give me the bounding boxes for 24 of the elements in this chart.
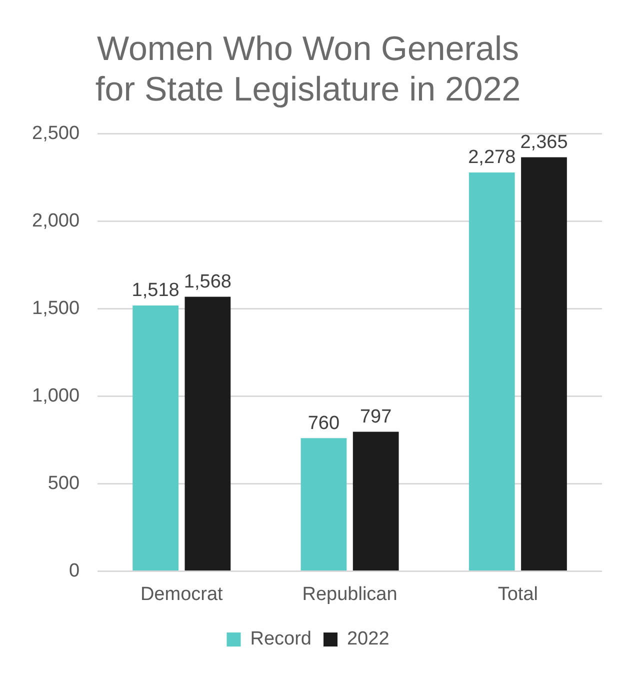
y-tick-label: 0 — [68, 560, 80, 582]
y-tick-label: 2,500 — [32, 122, 80, 144]
bar — [352, 432, 399, 570]
bar — [521, 157, 567, 570]
data-label: 1,518 — [132, 280, 180, 302]
data-label: 2,278 — [468, 147, 516, 168]
data-label: 760 — [308, 412, 340, 434]
legend-label: 2022 — [346, 628, 390, 650]
bar — [468, 172, 515, 570]
data-label: 2,365 — [520, 132, 568, 153]
chart-title: Women Who Won Generals for State Legislature in 2022 — [95, 30, 521, 109]
legend-label: Record — [250, 628, 312, 650]
x-tick-label: Democrat — [140, 584, 224, 605]
y-tick-label: 2,000 — [32, 210, 80, 232]
y-tick-label: 1,000 — [32, 385, 80, 406]
x-tick-label: Total — [498, 584, 538, 605]
x-tick-label: Republican — [302, 584, 398, 605]
y-tick-label: 1,500 — [32, 298, 80, 319]
y-tick-label: 500 — [48, 472, 80, 494]
data-label: 797 — [360, 406, 392, 428]
bar — [132, 305, 178, 570]
bar — [184, 296, 231, 570]
bar — [300, 438, 347, 570]
data-label: 1,568 — [184, 271, 232, 292]
